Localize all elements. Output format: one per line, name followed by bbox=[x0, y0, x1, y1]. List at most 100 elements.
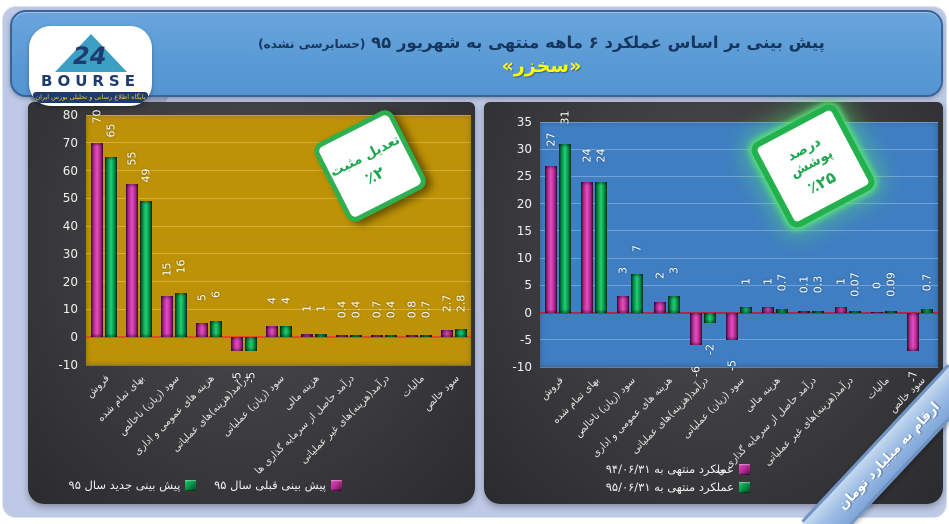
grid-line bbox=[540, 339, 938, 341]
legend: پیش بینی قبلی سال ۹۵ پیش بینی جدید سال ۹… bbox=[42, 478, 342, 494]
value-label: 0.7 bbox=[920, 273, 934, 292]
legend-item-performance-95: عملکرد منتهی به ۹۵/۰۶/۳۱ bbox=[540, 480, 750, 494]
bar-series2-cat6 bbox=[740, 307, 752, 313]
logo-tagline: پایگاه اطلاع رسانی و تحلیلی بورس ایران bbox=[33, 92, 148, 103]
bar-series1-cat3 bbox=[160, 295, 173, 338]
bar-series1-cat7 bbox=[762, 307, 775, 313]
value-label: 49 bbox=[139, 168, 152, 183]
x-category-label-text: فروش bbox=[84, 373, 112, 401]
value-label: 4 bbox=[279, 296, 292, 304]
y-tick-label: 20 bbox=[516, 196, 532, 211]
bar-series1-cat4 bbox=[195, 323, 208, 338]
bar-series1-cat4 bbox=[653, 301, 666, 313]
value-label: 2.7 bbox=[440, 294, 453, 313]
value-label: 7 bbox=[630, 244, 644, 252]
grid-line bbox=[540, 148, 938, 150]
y-tick-label: 15 bbox=[516, 223, 532, 238]
plot-area: 70 65 55 49 15 16 5 6 -5 -5 4 4 1 1 0.4 0.4 0.7 0.4 0.8 0.7… bbox=[86, 110, 471, 383]
bar-series2-cat4 bbox=[667, 296, 680, 313]
page-title-main: پیش بینی بر اساس عملکرد ۶ ماهه منتهی به … bbox=[371, 32, 825, 52]
bar-series1-cat8 bbox=[335, 335, 348, 338]
bar-series1-cat8 bbox=[798, 310, 811, 313]
bar-series1-cat9 bbox=[834, 307, 847, 313]
value-label: 15 bbox=[160, 262, 173, 277]
bar-series1-cat2 bbox=[125, 184, 138, 338]
grid-line bbox=[86, 253, 471, 255]
y-tick-label: 10 bbox=[62, 302, 78, 317]
y-tick-label: 20 bbox=[62, 274, 78, 289]
bar-series2-cat5 bbox=[703, 312, 716, 324]
bar-series2-cat2 bbox=[595, 181, 608, 313]
value-label: -2 bbox=[703, 343, 717, 355]
value-label: -5 bbox=[244, 371, 257, 383]
grid-line bbox=[540, 284, 938, 286]
grid-line bbox=[86, 281, 471, 283]
value-label: 1 bbox=[314, 304, 327, 312]
legend-item-new-forecast: پیش بینی جدید سال ۹۵ bbox=[69, 478, 197, 492]
value-label: 0.4 bbox=[349, 300, 362, 318]
bar-series1-cat7 bbox=[300, 334, 313, 338]
logo-number: 24 bbox=[73, 42, 107, 70]
value-label: 0.09 bbox=[884, 272, 898, 297]
bar-series1-cat5 bbox=[689, 312, 702, 346]
bar-series2-cat9 bbox=[384, 335, 397, 338]
grid-line bbox=[86, 364, 471, 366]
zero-line bbox=[540, 311, 938, 314]
bar-series2-cat7 bbox=[314, 334, 327, 338]
y-tick-label: 60 bbox=[62, 163, 78, 178]
grid-line bbox=[540, 257, 938, 259]
y-tick-label: 50 bbox=[62, 191, 78, 206]
value-label: 5 bbox=[195, 293, 208, 301]
y-tick-label: 30 bbox=[62, 246, 78, 261]
value-label: 0.7 bbox=[370, 300, 383, 318]
value-label: -5 bbox=[230, 371, 243, 383]
y-tick-label: 30 bbox=[516, 142, 532, 157]
value-label: 0.1 bbox=[797, 275, 811, 294]
bar-series2-cat8 bbox=[349, 335, 362, 338]
value-label: 0.4 bbox=[335, 300, 348, 318]
value-label: 3 bbox=[616, 266, 630, 274]
x-category-label-text: مالیات bbox=[864, 375, 892, 402]
value-label: 1 bbox=[739, 277, 753, 285]
value-label: 1 bbox=[300, 304, 313, 312]
value-label: 27 bbox=[544, 132, 558, 147]
bar-series1-cat11 bbox=[906, 312, 919, 351]
grid-line bbox=[86, 225, 471, 227]
bar-series2-cat1 bbox=[104, 156, 117, 338]
bar-series2-cat3 bbox=[174, 292, 187, 338]
grid-line bbox=[540, 203, 938, 205]
legend-item-previous-forecast: پیش بینی قبلی سال ۹۵ bbox=[214, 478, 342, 492]
value-label: 0.7 bbox=[775, 273, 789, 292]
grid-line bbox=[86, 308, 471, 310]
grid-line bbox=[540, 366, 938, 368]
logo-brand: BOURSE bbox=[41, 72, 140, 90]
bar-series2-cat2 bbox=[139, 201, 152, 338]
bar-series2-cat9 bbox=[848, 310, 861, 313]
coverage-chart: 27 31 24 24 3 7 2 3 -6 -2 -5 1 1 0.7 0.1 0.3 1 0.07 0 0.09-… bbox=[484, 101, 943, 504]
bar-series2-cat3 bbox=[631, 274, 644, 313]
value-label: 2 bbox=[653, 272, 667, 280]
bar-series1-cat3 bbox=[617, 296, 630, 313]
y-tick-label: 80 bbox=[62, 108, 78, 122]
legend-label: عملکرد منتهی به ۹۴/۰۶/۳۱ bbox=[605, 462, 734, 476]
badge-value: ٪۲ bbox=[361, 162, 388, 188]
zero-line bbox=[86, 336, 471, 339]
bar-series1-cat1 bbox=[90, 142, 103, 338]
value-label: 65 bbox=[104, 123, 117, 138]
value-label: -7 bbox=[906, 371, 920, 383]
logo-triangle-icon bbox=[55, 34, 127, 72]
value-label: 3 bbox=[667, 266, 681, 274]
bar-series1-cat10 bbox=[405, 335, 418, 338]
value-label: 4 bbox=[265, 296, 278, 304]
value-label: 0.07 bbox=[848, 272, 862, 297]
bar-series1-cat1 bbox=[545, 165, 558, 313]
x-category-label-text: فروش bbox=[538, 375, 566, 403]
bar-series2-cat8 bbox=[812, 310, 825, 313]
bar-series1-cat6 bbox=[726, 312, 738, 340]
legend-swatch-magenta bbox=[739, 463, 750, 475]
value-label: 0 bbox=[870, 282, 884, 290]
value-label: 24 bbox=[580, 148, 594, 163]
legend-swatch-magenta bbox=[331, 479, 342, 491]
grid-line bbox=[86, 142, 471, 144]
